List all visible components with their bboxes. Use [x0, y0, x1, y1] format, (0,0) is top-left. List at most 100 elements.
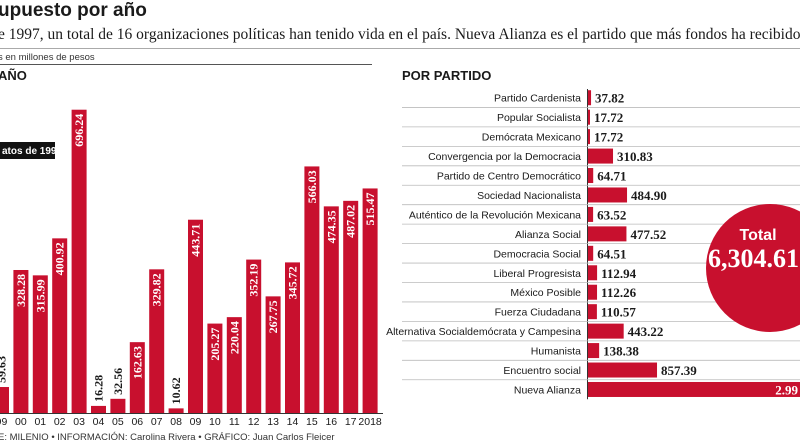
party-value-label: 857.39	[661, 363, 697, 378]
party-category-label: Nueva Alianza	[514, 384, 581, 396]
year-note-box	[0, 142, 55, 159]
year-tick-label: 17	[345, 416, 357, 428]
year-value-label: 443.71	[189, 224, 203, 257]
party-value-label: 64.51	[597, 246, 626, 261]
year-tick-label: 2018	[358, 416, 382, 428]
year-tick-label: 07	[151, 416, 163, 428]
year-tick-label: 04	[93, 416, 105, 428]
party-bar	[588, 226, 627, 242]
party-bar	[588, 90, 592, 106]
year-value-label: 352.19	[247, 264, 261, 297]
year-tick-label: 10	[209, 416, 221, 428]
party-value-label: 37.82	[595, 91, 624, 106]
year-section-title: AÑO	[0, 68, 27, 83]
year-value-label: 400.92	[53, 242, 67, 275]
year-bar	[226, 317, 242, 413]
chart-title: upuesto por año	[0, 0, 147, 21]
party-category-label: Alianza Social	[515, 229, 581, 241]
year-bar	[71, 109, 87, 413]
party-value-label: 17.72	[594, 110, 623, 125]
party-bar	[588, 129, 590, 145]
year-value-label: 315.99	[33, 279, 47, 312]
party-bar	[588, 148, 614, 164]
party-value-label: 112.26	[601, 285, 637, 300]
year-value-label: 515.47	[363, 192, 377, 225]
party-bar	[588, 343, 600, 359]
party-bar	[588, 206, 594, 222]
year-bar	[91, 405, 106, 413]
party-value-label: 112.94	[601, 266, 637, 281]
year-note-text: atos de 1998	[2, 146, 62, 157]
total-value: 6,304.61	[708, 244, 799, 273]
party-bar	[588, 168, 594, 184]
party-category-label: Liberal Progresista	[493, 268, 581, 280]
year-bar	[265, 296, 281, 413]
year-bar	[129, 342, 145, 413]
units-note: s en millones de pesos	[0, 52, 95, 63]
year-tick-label: 08	[170, 416, 182, 428]
total-badge: Total 6,304.61	[706, 204, 800, 332]
credits-line: E: MILENIO • INFORMACIÓN: Carolina River…	[0, 432, 335, 443]
year-bar-chart: 99 59.63 00 328.28 01 315.99 02 400.92 03 696.24 0…	[0, 109, 383, 428]
party-value-label: 138.38	[603, 344, 639, 359]
header-divider	[0, 48, 800, 49]
party-bar	[588, 362, 658, 378]
year-bar	[0, 387, 9, 413]
units-divider	[0, 64, 372, 65]
year-tick-label: 02	[54, 416, 66, 428]
party-value-label: 17.72	[594, 130, 623, 145]
year-value-label: 474.35	[324, 210, 338, 243]
year-tick-label: 06	[131, 416, 143, 428]
year-tick-label: 11	[229, 416, 240, 428]
year-bar	[52, 238, 68, 413]
party-category-label: Partido de Centro Democrático	[437, 171, 581, 183]
year-value-label: 267.75	[266, 300, 280, 333]
total-label: Total	[739, 227, 777, 244]
party-value-label: 477.52	[630, 227, 666, 242]
year-tick-label: 12	[248, 416, 260, 428]
year-value-label: 10.62	[169, 377, 183, 404]
party-category-label: Convergencia por la Democracia	[428, 151, 581, 163]
party-value-label: 2.99	[775, 382, 798, 397]
year-bar	[323, 206, 339, 413]
party-bar	[588, 323, 624, 339]
year-bar	[285, 262, 300, 413]
year-tick-label: 09	[190, 416, 202, 428]
party-category-label: Alternativa Socialdemócrata y Campesina	[386, 326, 581, 338]
year-tick-label: 13	[267, 416, 279, 428]
year-value-label: 220.04	[227, 321, 241, 354]
year-tick-label: 15	[306, 416, 318, 428]
party-section-title: POR PARTIDO	[402, 68, 492, 83]
year-value-label: 162.63	[130, 346, 144, 379]
party-category-label: Popular Socialista	[497, 112, 581, 124]
year-value-label: 32.56	[111, 368, 125, 395]
party-value-label: 64.71	[597, 169, 626, 184]
party-category-label: Demócrata Mexicano	[482, 132, 581, 144]
party-value-label: 110.57	[601, 305, 637, 320]
year-value-label: 59.63	[0, 356, 9, 383]
year-bar	[110, 398, 126, 413]
party-bar	[588, 245, 594, 261]
year-bar	[32, 275, 48, 413]
year-bar	[343, 200, 359, 413]
party-category-label: Humanista	[531, 346, 581, 358]
party-bar	[588, 284, 598, 300]
year-value-label: 696.24	[72, 114, 86, 147]
year-value-label: 329.82	[150, 273, 164, 306]
party-category-label: Fuerza Ciudadana	[495, 307, 582, 319]
year-tick-label: 01	[34, 416, 46, 428]
party-category-label: Encuentro social	[503, 365, 581, 377]
year-bar	[13, 269, 29, 413]
year-bar	[168, 408, 184, 413]
year-tick-label: 99	[0, 416, 7, 428]
year-value-label: 16.28	[92, 375, 106, 402]
party-bar	[588, 109, 590, 125]
year-bar	[246, 259, 262, 413]
year-bar	[207, 323, 223, 413]
party-value-label: 310.83	[617, 149, 653, 164]
year-bar	[362, 188, 378, 413]
year-tick-label: 14	[287, 416, 299, 428]
party-category-label: Sociedad Nacionalista	[477, 190, 581, 202]
year-tick-label: 16	[325, 416, 337, 428]
